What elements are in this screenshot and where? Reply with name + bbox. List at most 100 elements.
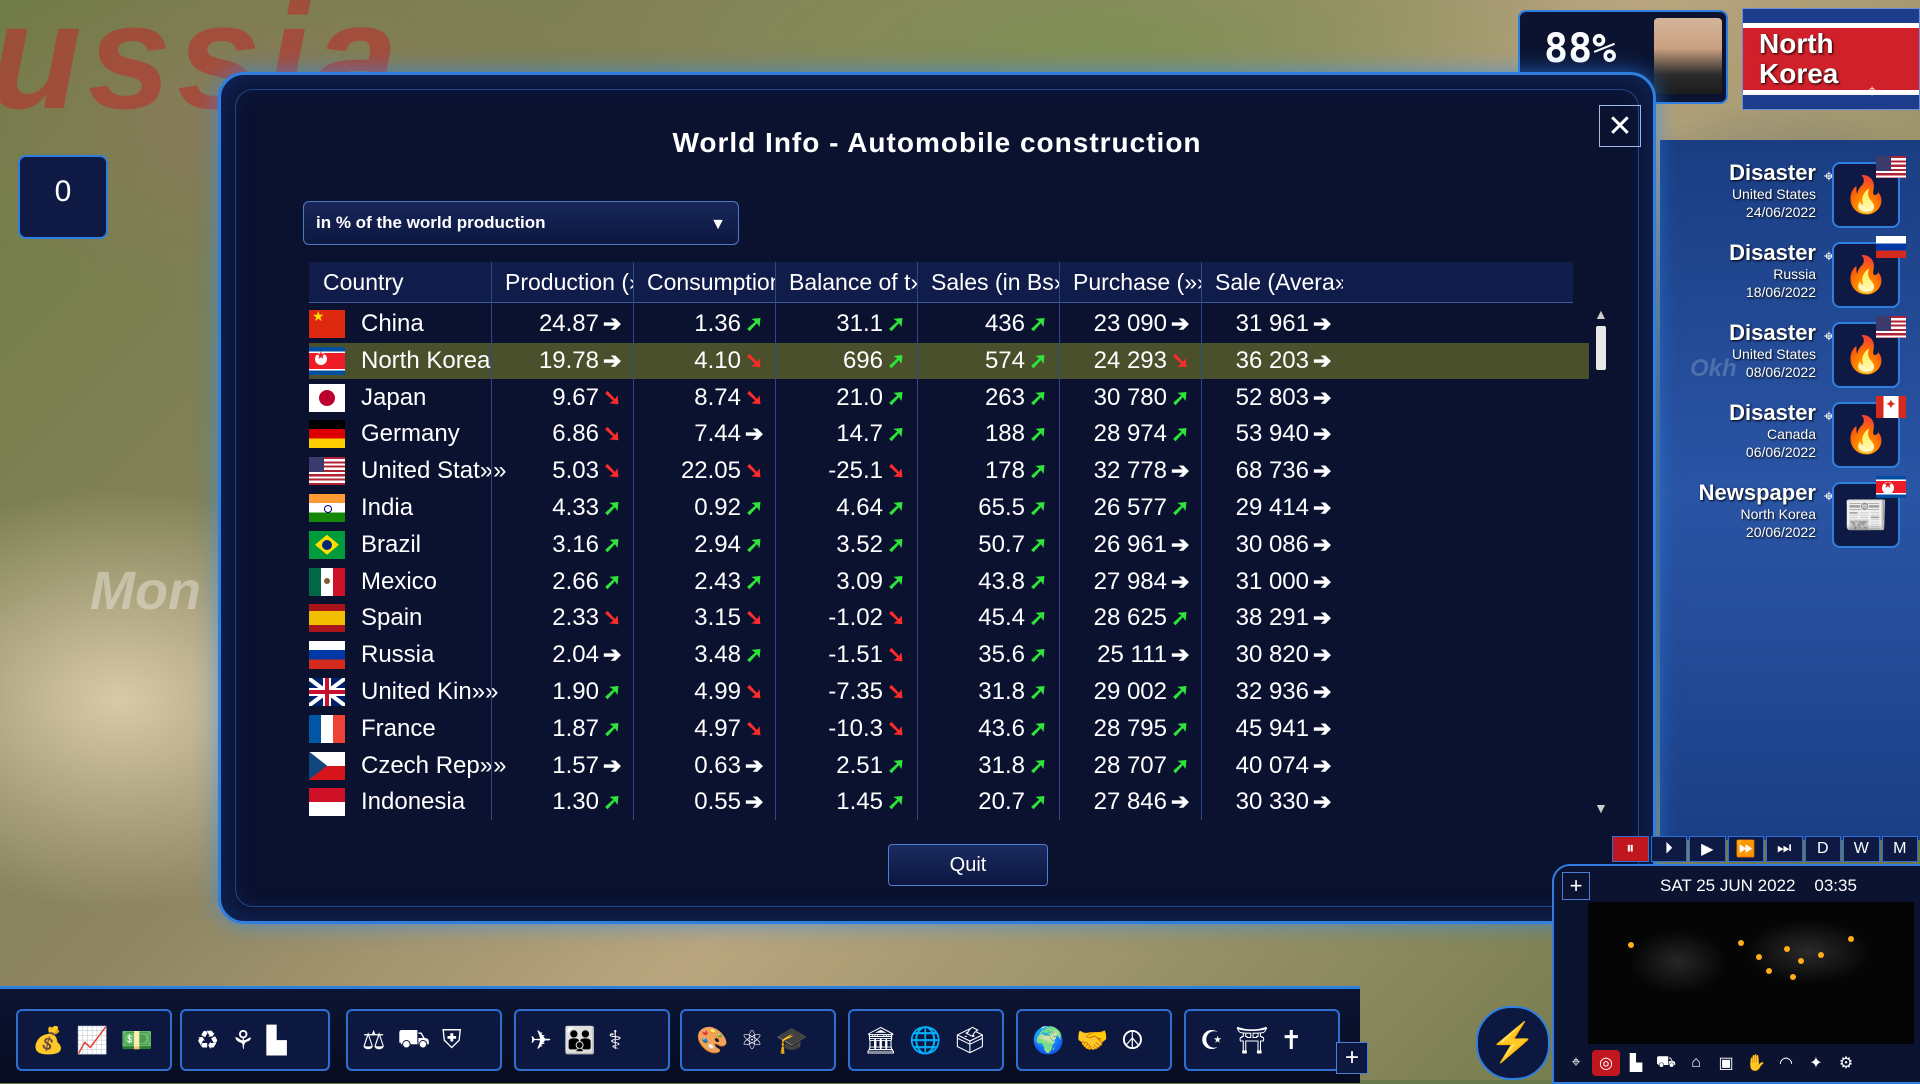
balance-header[interactable]: Balance of t»» bbox=[775, 262, 917, 302]
palette-icon[interactable]: 🎨 bbox=[696, 1024, 729, 1055]
table-row[interactable]: United Stat»» 5.03 ➘ 22.05 ➘ -25.1 ➘ 178 ➚ 32 778… bbox=[309, 453, 1589, 489]
table-row[interactable]: Mexico 2.66 ➚ 2.43 ➚ 3.09 ➚ 43.8 ➚ 27 984 ➔ 31 000 ➔ bbox=[309, 564, 1589, 600]
crosshair-icon[interactable]: ⌖ bbox=[1867, 81, 1878, 101]
chart-icon[interactable]: ▙ bbox=[1629, 1055, 1643, 1072]
table-row[interactable]: ★ China 24.87 ➔ 1.36 ➚ 31.1 ➚ 436 ➚ 23 090 ➔ 31 961 ➔ bbox=[309, 306, 1589, 342]
news-item[interactable]: Disaster Canada 06/06/2022 ⌖ 🔥 ✦ bbox=[1640, 396, 1910, 472]
day-button[interactable]: D bbox=[1804, 836, 1841, 862]
consumption-header[interactable]: Consumption»» bbox=[633, 262, 775, 302]
close-button[interactable]: ✕ bbox=[1599, 105, 1641, 147]
table-scrollbar[interactable]: ▲ ▼ bbox=[1594, 306, 1608, 818]
box-icon[interactable]: ▣ bbox=[1718, 1055, 1734, 1072]
atom-icon[interactable]: ⚛ bbox=[740, 1024, 764, 1055]
quit-button[interactable]: Quit bbox=[888, 844, 1048, 886]
target-icon[interactable]: ◎ bbox=[1592, 1050, 1620, 1076]
table-row[interactable]: ★ North Korea 19.78 ➔ 4.10 ➘ 696 ➚ 574 ➚ 24 293 ➘ 36… bbox=[309, 342, 1589, 379]
zoom-in-icon[interactable]: + bbox=[1562, 872, 1590, 900]
table-row[interactable]: Russia 2.04 ➔ 3.48 ➚ -1.51 ➘ 35.6 ➚ 25 111 ➔ 30 820… bbox=[309, 637, 1589, 673]
crescent-icon[interactable]: ☪ bbox=[1200, 1024, 1224, 1055]
dome-icon[interactable]: ◠ bbox=[1779, 1055, 1793, 1072]
gear-icon[interactable]: ⚙ bbox=[1838, 1055, 1854, 1072]
fastest-button[interactable]: ⏭ bbox=[1766, 836, 1803, 862]
un-icon[interactable]: ☮ bbox=[1120, 1024, 1145, 1055]
world-icon[interactable]: 🌍 bbox=[1032, 1024, 1065, 1055]
recycle-icon[interactable]: ♻ bbox=[196, 1024, 220, 1055]
ballot-box-icon[interactable]: 🗳 bbox=[953, 1024, 987, 1055]
fire-icon[interactable]: 🔥 bbox=[1832, 242, 1900, 308]
tank-icon[interactable]: ⛟ bbox=[397, 1022, 431, 1053]
country-name-cell: Germany bbox=[361, 420, 460, 448]
fire-hand-icon[interactable]: 🔥 bbox=[1832, 162, 1900, 228]
crosshair-icon[interactable]: ⌖ bbox=[1823, 246, 1834, 266]
news-item[interactable]: Disaster United States 24/06/2022 ⌖ 🔥 bbox=[1640, 156, 1910, 232]
table-row[interactable]: Germany 6.86 ➘ 7.44 ➔ 14.7 ➚ 188 ➚ 28 974 ➚ 53 940 ➔ bbox=[309, 416, 1589, 452]
table-row[interactable]: Brazil 3.16 ➚ 2.94 ➚ 3.52 ➚ 50.7 ➚ 26 961 ➔ 30 086 ➔ bbox=[309, 527, 1589, 563]
sales-cell: 178 bbox=[984, 457, 1025, 485]
tank-icon[interactable]: ⛟ bbox=[1655, 1054, 1677, 1071]
handshake-icon[interactable]: 🤝 bbox=[1076, 1024, 1109, 1055]
table-row[interactable]: Indonesia 1.30 ➚ 0.55 ➔ 1.45 ➚ 20.7 ➚ 27 846 ➔ 30 3… bbox=[309, 784, 1589, 820]
week-button[interactable]: W bbox=[1843, 836, 1880, 862]
globe-icon[interactable]: 🌐 bbox=[909, 1024, 942, 1055]
table-row[interactable]: India 4.33 ➚ 0.92 ➚ 4.64 ➚ 65.5 ➚ 26 577 ➚ 29 414 ➔ bbox=[309, 490, 1589, 526]
crosshair-icon[interactable]: ⌖ bbox=[1823, 166, 1834, 186]
scroll-up-icon[interactable]: ▲ bbox=[1594, 306, 1608, 322]
world-globe-button[interactable]: ⚡ bbox=[1476, 1006, 1550, 1080]
cross-icon[interactable]: ✝ bbox=[1280, 1024, 1303, 1055]
scales-icon[interactable]: ⚖ bbox=[362, 1024, 386, 1055]
handshake-icon[interactable]: ✋ bbox=[1746, 1055, 1766, 1072]
leader-portrait[interactable] bbox=[1654, 18, 1722, 94]
shield-icon[interactable]: ⛨ bbox=[442, 1024, 462, 1054]
minimap[interactable] bbox=[1588, 902, 1914, 1044]
crosshair-icon[interactable]: ⌖ bbox=[1823, 326, 1834, 346]
minimap-panel: + SAT 25 JUN 2022 03:35 ⌖ ◎ ▙ ⛟ ⌂ ▣ ✋ ◠ … bbox=[1552, 864, 1920, 1084]
line-chart-icon[interactable]: 📈 bbox=[76, 1024, 109, 1055]
crosshair-icon[interactable]: ⌖ bbox=[1823, 486, 1834, 506]
sales-header[interactable]: Sales (in Bs»» bbox=[917, 262, 1059, 302]
graduation-cap-icon[interactable]: 🎓 bbox=[775, 1024, 809, 1055]
approval-panel[interactable]: 88% bbox=[1518, 10, 1728, 104]
airplane-icon[interactable]: ✈ bbox=[530, 1024, 552, 1055]
satellite-icon[interactable]: ✦ bbox=[1809, 1055, 1823, 1072]
pause-button[interactable]: ⏸ bbox=[1612, 836, 1649, 862]
country-header[interactable]: Country bbox=[309, 262, 491, 302]
expand-toolbar-button[interactable]: + bbox=[1336, 1042, 1368, 1074]
scroll-thumb[interactable] bbox=[1596, 326, 1606, 370]
news-item[interactable]: Disaster Russia 18/06/2022 ⌖ 🔥 bbox=[1640, 236, 1910, 312]
fire-icon[interactable]: 🔥 bbox=[1832, 322, 1900, 388]
industry-icon[interactable]: ▙ bbox=[266, 1024, 287, 1055]
consumption-cell: 2.43 bbox=[694, 567, 741, 595]
purchase-cell: 32 778 bbox=[1093, 457, 1167, 485]
play-button[interactable]: ▶ bbox=[1689, 836, 1726, 862]
news-item[interactable]: Disaster United States 08/06/2022 ⌖ 🔥 bbox=[1640, 316, 1910, 392]
health-icon[interactable]: ⚕ bbox=[608, 1024, 623, 1055]
column-divider bbox=[491, 262, 492, 820]
month-button[interactable]: M bbox=[1881, 836, 1918, 862]
step-button[interactable]: ⏵ bbox=[1650, 836, 1687, 862]
table-row[interactable]: United Kin»» 1.90 ➚ 4.99 ➘ -7.35 ➘ 31.8 ➚ 29 002 ➚… bbox=[309, 674, 1589, 710]
crosshair-icon[interactable]: ⌖ bbox=[1823, 406, 1834, 426]
wheat-icon[interactable]: ⚘ bbox=[231, 1024, 255, 1055]
balance-cell: 4.64 bbox=[836, 494, 883, 521]
government-icon[interactable]: 🏛 bbox=[864, 1024, 898, 1055]
temple-icon[interactable]: ⛩ bbox=[1235, 1024, 1269, 1055]
cash-icon[interactable]: 💵 bbox=[120, 1024, 154, 1055]
sale-average-header[interactable]: Sale (Avera»» bbox=[1201, 262, 1343, 302]
table-row[interactable]: Spain 2.33 ➘ 3.15 ➘ -1.02 ➘ 45.4 ➚ 28 625 ➚ 38 291 ➔ bbox=[309, 600, 1589, 636]
factory-icon[interactable]: ⌂ bbox=[1691, 1054, 1701, 1071]
unit-counter[interactable]: 0 bbox=[18, 155, 108, 239]
fast-forward-button[interactable]: ⏩ bbox=[1727, 836, 1764, 862]
news-item[interactable]: Newspaper North Korea 20/06/2022 ⌖ 📰 ★ bbox=[1640, 476, 1910, 552]
money-bag-icon[interactable]: 💰 bbox=[32, 1024, 65, 1055]
table-row[interactable]: Japan 9.67 ➘ 8.74 ➘ 21.0 ➚ 263 ➚ 30 780 ➚ 52 803 ➔ bbox=[309, 380, 1589, 416]
fire-icon[interactable]: 🔥 bbox=[1832, 402, 1900, 468]
table-row[interactable]: France 1.87 ➚ 4.97 ➘ -10.3 ➘ 43.6 ➚ 28 795 ➚ 45 941… bbox=[309, 711, 1589, 747]
unit-select[interactable]: in % of the world production ▼ bbox=[303, 201, 739, 245]
production-header[interactable]: Production (»» ▼ bbox=[491, 262, 633, 302]
crosshair-icon[interactable]: ⌖ bbox=[1571, 1054, 1581, 1071]
purchase-header[interactable]: Purchase (»» bbox=[1059, 262, 1201, 302]
table-row[interactable]: Czech Rep»» 1.57 ➔ 0.63 ➔ 2.51 ➚ 31.8 ➚ 28 707 ➚ 40… bbox=[309, 748, 1589, 784]
country-badge[interactable]: North Korea ⌖ bbox=[1742, 8, 1920, 110]
scroll-down-icon[interactable]: ▼ bbox=[1594, 800, 1608, 816]
people-icon[interactable]: 👪 bbox=[563, 1024, 597, 1055]
